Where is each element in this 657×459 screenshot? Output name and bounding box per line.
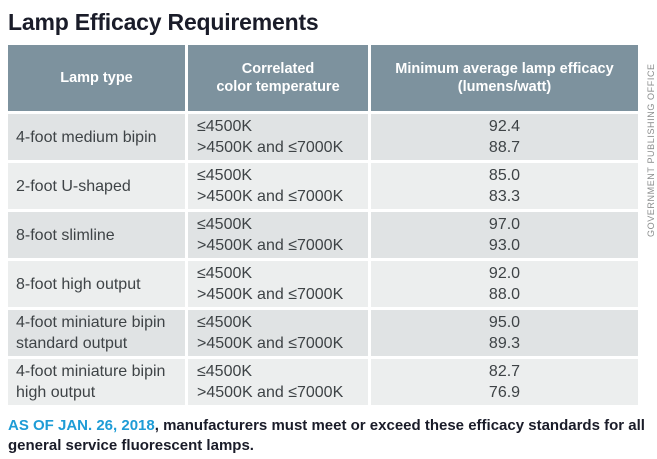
efficacy-value: 92.4 — [488, 118, 521, 135]
table-row: 2-foot U-shaped ≤4500K >4500K and ≤7000K… — [8, 163, 638, 209]
header-line: Minimum average lamp efficacy — [395, 61, 614, 77]
lamp-type-cell: 4-foot medium bipin — [8, 114, 185, 160]
page-title: Lamp Efficacy Requirements — [8, 9, 319, 35]
efficacy-cell: 85.0 83.3 — [371, 163, 638, 209]
cct-line: ≤4500K — [197, 167, 253, 184]
header-line: (lumens/watt) — [457, 79, 552, 95]
color-temperature-cell: ≤4500K >4500K and ≤7000K — [188, 212, 368, 258]
color-temperature-cell: ≤4500K >4500K and ≤7000K — [188, 114, 368, 160]
efficacy-value: 85.0 — [488, 167, 521, 184]
efficacy-cell: 82.7 76.9 — [371, 359, 638, 405]
efficacy-value: 95.0 — [488, 314, 521, 331]
cct-line: >4500K and ≤7000K — [197, 384, 344, 401]
lamp-type-cell: 2-foot U-shaped — [8, 163, 185, 209]
efficacy-cell: 92.0 88.0 — [371, 261, 638, 307]
table-row: 8-foot slimline ≤4500K >4500K and ≤7000K… — [8, 212, 638, 258]
color-temperature-cell: ≤4500K >4500K and ≤7000K — [188, 359, 368, 405]
efficacy-cell: 92.4 88.7 — [371, 114, 638, 160]
table-row: 8-foot high output ≤4500K >4500K and ≤70… — [8, 261, 638, 307]
lamp-type-cell: 8-foot slimline — [8, 212, 185, 258]
column-header-color-temperature: Correlated color temperature — [188, 45, 368, 111]
cct-line: >4500K and ≤7000K — [197, 188, 344, 205]
table-row: 4-foot medium bipin ≤4500K >4500K and ≤7… — [8, 114, 638, 160]
cct-line: >4500K and ≤7000K — [197, 335, 344, 352]
efficacy-value: 97.0 — [488, 216, 521, 233]
footer-note: AS OF JAN. 26, 2018, manufacturers must … — [8, 416, 650, 455]
color-temperature-cell: ≤4500K >4500K and ≤7000K — [188, 261, 368, 307]
cct-line: >4500K and ≤7000K — [197, 139, 344, 156]
column-header-lamp-type: Lamp type — [8, 45, 185, 111]
column-header-efficacy: Minimum average lamp efficacy (lumens/wa… — [371, 45, 638, 111]
table-row: 4-foot miniature bipin standard output ≤… — [8, 310, 638, 356]
cct-line: ≤4500K — [197, 216, 253, 233]
efficacy-value: 88.0 — [488, 286, 521, 303]
efficacy-table: Lamp type Correlated color temperature M… — [8, 45, 638, 405]
table-row: 4-foot miniature bipin high output ≤4500… — [8, 359, 638, 405]
lamp-type-cell: 8-foot high output — [8, 261, 185, 307]
table-header-row: Lamp type Correlated color temperature M… — [8, 45, 638, 111]
efficacy-value: 76.9 — [488, 384, 521, 401]
lamp-type-cell: 4-foot miniature bipin standard output — [8, 310, 185, 356]
publisher-credit: GOVERNMENT PUBLISHING OFFICE — [646, 63, 656, 237]
cct-line: ≤4500K — [197, 118, 253, 135]
footer-note-text: , manufacturers must meet or exceed thes… — [8, 417, 645, 454]
color-temperature-cell: ≤4500K >4500K and ≤7000K — [188, 310, 368, 356]
efficacy-cell: 95.0 89.3 — [371, 310, 638, 356]
efficacy-value: 92.0 — [488, 265, 521, 282]
efficacy-value: 83.3 — [488, 188, 521, 205]
efficacy-value: 93.0 — [488, 237, 521, 254]
efficacy-value: 82.7 — [488, 363, 521, 380]
cct-line: ≤4500K — [197, 363, 253, 380]
efficacy-value: 88.7 — [488, 139, 521, 156]
footer-date-highlight: AS OF JAN. 26, 2018 — [8, 417, 155, 434]
cct-line: >4500K and ≤7000K — [197, 286, 344, 303]
color-temperature-cell: ≤4500K >4500K and ≤7000K — [188, 163, 368, 209]
efficacy-value: 89.3 — [488, 335, 521, 352]
efficacy-cell: 97.0 93.0 — [371, 212, 638, 258]
header-line: color temperature — [216, 79, 340, 95]
cct-line: ≤4500K — [197, 265, 253, 282]
cct-line: ≤4500K — [197, 314, 253, 331]
cct-line: >4500K and ≤7000K — [197, 237, 344, 254]
header-line: Lamp type — [60, 70, 133, 86]
header-line: Correlated — [241, 61, 315, 77]
lamp-type-cell: 4-foot miniature bipin high output — [8, 359, 185, 405]
